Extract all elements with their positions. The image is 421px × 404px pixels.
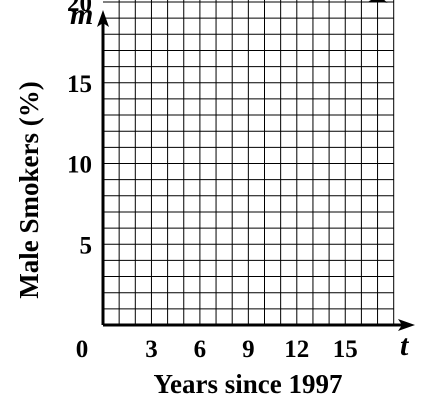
y-tick-label: 15 xyxy=(67,71,92,98)
axes xyxy=(97,10,415,331)
x-tick-label: 3 xyxy=(145,336,158,363)
y-tick-label: 10 xyxy=(67,152,92,179)
y-tick-label: 5 xyxy=(80,232,93,259)
x-axis-variable: t xyxy=(400,329,410,362)
y-tick-labels: 510152025 xyxy=(67,0,92,259)
x-tick-label: 0 xyxy=(76,336,89,363)
x-tick-label: 12 xyxy=(284,336,309,363)
y-tick-label: 20 xyxy=(67,0,92,17)
trend-line-group xyxy=(368,0,388,3)
x-tick-label: 9 xyxy=(242,336,255,363)
trend-line-arrowhead xyxy=(368,0,388,3)
x-tick-label: 6 xyxy=(194,336,207,363)
x-axis-label: Years since 1997 xyxy=(154,369,343,399)
y-axis-variable: m xyxy=(70,0,93,31)
x-tick-label: 15 xyxy=(333,336,358,363)
x-tick-labels: 0 3 6 9 12 15 xyxy=(76,336,358,363)
y-axis-label: Male Smokers (%) xyxy=(14,81,44,298)
x-axis-arrowhead xyxy=(398,319,415,331)
y-axis-arrowhead xyxy=(97,10,109,27)
grid xyxy=(103,0,395,325)
